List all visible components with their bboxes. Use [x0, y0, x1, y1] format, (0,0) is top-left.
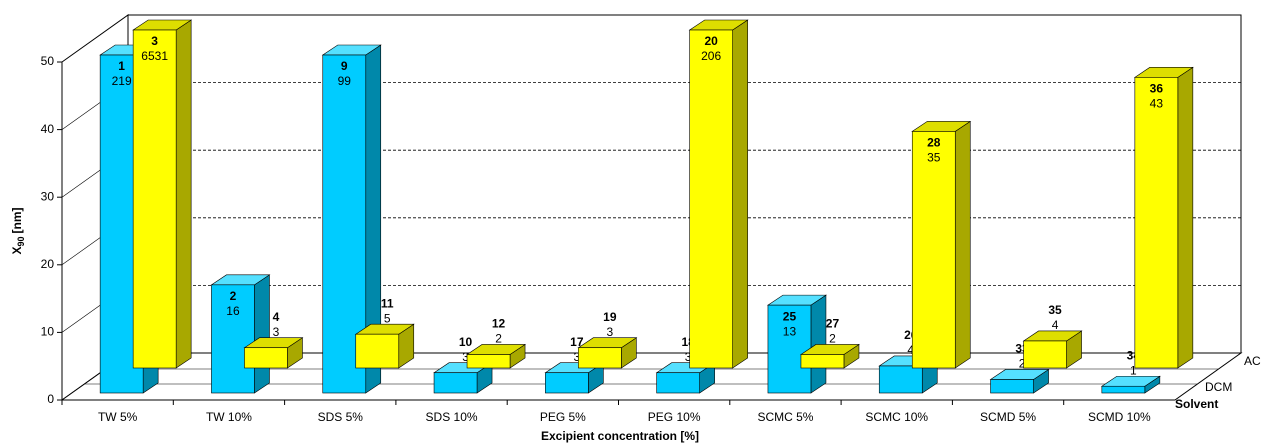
y-tick-label: 40 — [41, 122, 55, 136]
legend-label: AC — [1244, 354, 1261, 368]
bar-id-label: 11 — [381, 296, 394, 310]
bar-value-label: 4 — [907, 343, 914, 357]
bar-id-label: 17 — [570, 335, 584, 349]
bar — [767, 304, 812, 394]
x-tick-label: SCMD 10% — [1088, 410, 1151, 424]
y-tick-label: 20 — [41, 257, 55, 271]
bar-value-label: 16 — [226, 304, 240, 318]
bar-side — [175, 19, 192, 369]
bar — [244, 347, 288, 369]
bar-value-label: 206 — [701, 49, 721, 63]
bar-id-label: 20 — [704, 34, 718, 48]
y-axis-title: X90 [nm] — [10, 207, 26, 254]
x-tick-label: SCMD 5% — [980, 410, 1036, 424]
bar — [132, 29, 177, 369]
bar-value-label: 6531 — [141, 49, 168, 63]
x-axis-title: Excipient concentration [%] — [541, 429, 699, 443]
bar-side — [810, 294, 827, 394]
x-tick-label: SDS 10% — [426, 410, 478, 424]
y-title-unit: [nm] — [10, 207, 24, 233]
x-tick-label: PEG 10% — [648, 410, 701, 424]
bar-id-label: 27 — [826, 317, 840, 331]
bar — [990, 379, 1034, 394]
y-title-main: X — [10, 247, 24, 255]
bar-id-label: 9 — [341, 59, 348, 73]
back-wall — [127, 14, 1242, 354]
bar — [578, 347, 622, 369]
bar-value-label: 3 — [685, 350, 692, 364]
bar-id-label: 35 — [1048, 303, 1062, 317]
x-tick-label: SCMC 5% — [757, 410, 813, 424]
bar-side — [732, 19, 748, 369]
bar-id-label: 28 — [927, 136, 941, 150]
bar-side — [254, 274, 270, 394]
bar-value-label: 43 — [1150, 96, 1164, 110]
bar — [878, 365, 923, 394]
bar — [1023, 340, 1067, 369]
bar — [800, 354, 845, 369]
y-tick-label: 50 — [41, 54, 55, 68]
y-tick-label: 30 — [41, 189, 55, 203]
x-tick-label: TW 5% — [98, 410, 138, 424]
bar-id-label: 3 — [151, 34, 158, 48]
bar — [466, 354, 511, 369]
bar-value-label: 99 — [338, 74, 352, 88]
bar-value-label: 219 — [112, 74, 132, 88]
y-title-sub: 90 — [16, 236, 26, 246]
bar-id-label: 4 — [273, 310, 280, 324]
bar-id-label: 25 — [783, 309, 797, 323]
bar — [545, 372, 589, 394]
bar-value-label: 35 — [927, 151, 941, 165]
z-axis-title: Solvent — [1175, 397, 1218, 411]
bar-id-label: 2 — [230, 289, 237, 303]
bar — [656, 372, 700, 394]
legend-label: DCM — [1205, 380, 1232, 394]
bar-value-label: 3 — [607, 325, 614, 339]
bar — [211, 284, 255, 394]
bar — [689, 29, 733, 369]
bar — [911, 131, 956, 369]
x-tick-label: PEG 5% — [540, 410, 586, 424]
bar-id-label: 1 — [118, 59, 125, 73]
bar-value-label: 3 — [574, 350, 581, 364]
bar-value-label: 13 — [783, 324, 797, 338]
bar-value-label: 2 — [829, 332, 836, 346]
bar-value-label: 2 — [1019, 357, 1026, 371]
y-tick-label: 10 — [41, 325, 55, 339]
bar-value-label: 2 — [495, 332, 502, 346]
x-tick-label: SDS 5% — [318, 410, 364, 424]
bar — [355, 333, 400, 369]
x-tick-label: SCMC 10% — [865, 410, 928, 424]
bar-side — [954, 120, 971, 369]
y-tick-label: 0 — [47, 392, 54, 406]
bar-side — [1177, 66, 1194, 369]
bar — [433, 372, 478, 394]
bar — [1101, 385, 1146, 394]
x-tick-label: TW 10% — [206, 410, 252, 424]
bar-id-label: 36 — [1150, 81, 1164, 95]
bar-id-label: 12 — [492, 317, 506, 331]
bar-value-label: 3 — [462, 350, 469, 364]
bar-value-label: 4 — [1052, 318, 1059, 332]
bar — [1134, 77, 1179, 369]
bar-value-label: 3 — [273, 325, 280, 339]
bar-value-label: 5 — [384, 311, 391, 325]
bar-id-label: 10 — [459, 335, 473, 349]
bar-value-label: 1 — [1130, 363, 1137, 377]
bar-id-label: 19 — [603, 310, 617, 324]
